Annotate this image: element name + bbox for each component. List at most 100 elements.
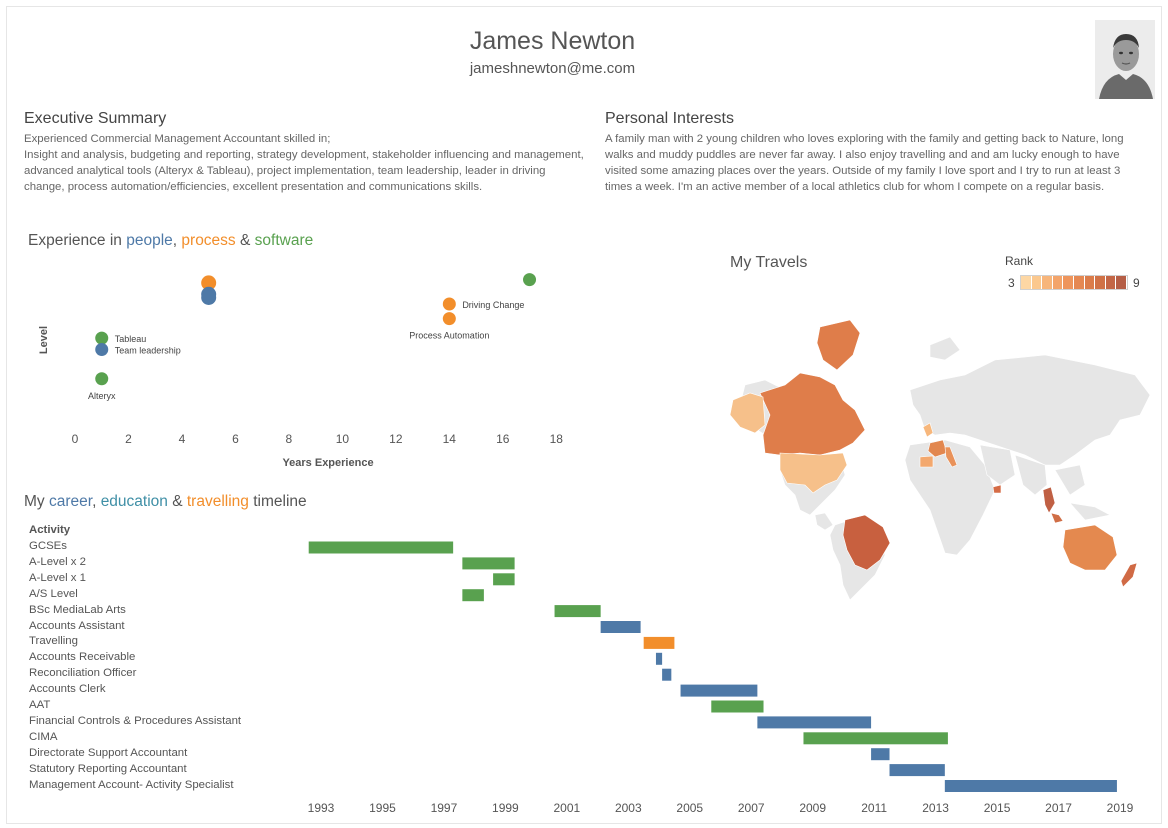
region-brazil bbox=[842, 514, 891, 571]
region-greenland bbox=[816, 319, 861, 371]
timeline-bar bbox=[643, 636, 675, 649]
region-new-zealand bbox=[1120, 562, 1138, 588]
point-label: Team leadership bbox=[115, 346, 181, 356]
timeline-activity-label: Directorate Support Accountant bbox=[29, 746, 188, 759]
scatter-point bbox=[523, 273, 537, 287]
title-part: , bbox=[172, 232, 182, 249]
timeline-year-tick: 2017 bbox=[1045, 801, 1072, 815]
dashboard-frame bbox=[6, 6, 1162, 824]
title-part: , bbox=[92, 493, 101, 510]
timeline-year-tick: 1999 bbox=[492, 801, 519, 815]
timeline-year-tick: 1995 bbox=[369, 801, 396, 815]
timeline-activity-label: Statutory Reporting Accountant bbox=[29, 762, 187, 775]
timeline-chart-title: My career, education & travelling timeli… bbox=[24, 493, 307, 511]
title-travelling: travelling bbox=[186, 493, 249, 510]
timeline-bar bbox=[554, 605, 601, 618]
visited-regions bbox=[729, 319, 1138, 588]
title-software: software bbox=[254, 232, 314, 249]
timeline-activity-label: Accounts Receivable bbox=[29, 651, 136, 664]
timeline-bar bbox=[493, 573, 515, 586]
title-part: Experience in bbox=[28, 232, 127, 249]
point-label: Process Automation bbox=[409, 331, 489, 341]
personal-interests-title: Personal Interests bbox=[605, 110, 734, 127]
timeline-year-tick: 2005 bbox=[676, 801, 704, 815]
title-career: career bbox=[48, 493, 93, 510]
profile-photo bbox=[1095, 20, 1155, 99]
timeline-year-tick: 2001 bbox=[553, 801, 581, 815]
timeline-year-tick: 2015 bbox=[983, 801, 1011, 815]
scatter-point bbox=[95, 372, 109, 386]
region-usa bbox=[779, 452, 848, 494]
timeline-bar bbox=[871, 748, 890, 761]
region-malaysia bbox=[1050, 512, 1064, 524]
timeline-bar bbox=[680, 684, 758, 697]
legend-swatch bbox=[1063, 276, 1074, 289]
title-part: timeline bbox=[248, 493, 307, 510]
region-thailand bbox=[1042, 486, 1056, 514]
region-canada bbox=[759, 372, 866, 456]
profile-name: James Newton bbox=[469, 27, 636, 55]
timeline-bar bbox=[655, 652, 663, 665]
timeline-activity-label: Reconciliation Officer bbox=[29, 667, 137, 680]
timeline-activity-label: BSc MediaLab Arts bbox=[29, 603, 126, 616]
timeline-activity-label: CIMA bbox=[29, 730, 58, 743]
legend-swatch bbox=[1031, 276, 1043, 289]
person-photo-icon bbox=[1095, 20, 1155, 99]
timeline-activity-label: A/S Level bbox=[29, 587, 78, 600]
legend-swatch bbox=[1095, 276, 1106, 289]
timeline-activity-label: Accounts Assistant bbox=[29, 619, 125, 632]
x-tick-label: 14 bbox=[443, 432, 457, 446]
scatter-point bbox=[201, 275, 217, 291]
x-tick-label: 4 bbox=[179, 432, 186, 446]
point-label: Alteryx bbox=[88, 391, 116, 401]
y-axis-label: Level bbox=[38, 326, 50, 354]
timeline-year-tick: 2013 bbox=[922, 801, 949, 815]
timeline-activity-label: Accounts Clerk bbox=[29, 683, 106, 696]
timeline-year-tick: 1993 bbox=[307, 801, 335, 815]
timeline-bar bbox=[757, 716, 872, 729]
title-people: people bbox=[126, 232, 173, 249]
executive-summary-text: Experienced Commercial Management Accoun… bbox=[24, 133, 584, 193]
title-part: & bbox=[235, 232, 255, 249]
timeline-activity-label: GCSEs bbox=[29, 540, 67, 552]
timeline-bar bbox=[889, 764, 945, 777]
legend-swatch bbox=[1084, 276, 1096, 289]
timeline-year-tick: 1997 bbox=[430, 801, 458, 815]
title-education: education bbox=[100, 493, 168, 510]
timeline-year-tick: 2003 bbox=[614, 801, 642, 815]
rank-legend-title: Rank bbox=[1005, 254, 1034, 268]
x-tick-label: 10 bbox=[336, 432, 350, 446]
legend-swatch bbox=[1021, 276, 1032, 289]
title-process: process bbox=[181, 232, 236, 249]
point-label: Driving Change bbox=[462, 300, 524, 310]
personal-interests-text: A family man with 2 young children who l… bbox=[605, 133, 1124, 193]
x-tick-label: 2 bbox=[125, 432, 132, 446]
legend-swatch bbox=[1116, 276, 1127, 289]
timeline-bar bbox=[462, 557, 515, 570]
timeline-year-tick: 2011 bbox=[861, 801, 888, 815]
x-tick-label: 18 bbox=[550, 432, 564, 446]
timeline-year-tick: 2009 bbox=[799, 801, 827, 815]
legend-swatch bbox=[1052, 276, 1064, 289]
title-part: My bbox=[24, 493, 49, 510]
unvisited-regions bbox=[739, 336, 1151, 601]
experience-chart-title: Experience in people, process & software bbox=[28, 232, 313, 250]
x-tick-label: 0 bbox=[72, 432, 79, 446]
region-italy bbox=[944, 446, 958, 468]
region-uk bbox=[922, 422, 934, 438]
region-australia bbox=[1062, 524, 1118, 571]
legend-swatch bbox=[1073, 276, 1085, 289]
timeline-year-tick: 2019 bbox=[1106, 801, 1134, 815]
timeline-activity-label: Financial Controls & Procedures Assistan… bbox=[29, 714, 242, 727]
x-tick-label: 12 bbox=[389, 432, 403, 446]
timeline-bar bbox=[711, 700, 764, 713]
timeline-activity-label: Management Account- Activity Specialist bbox=[29, 778, 234, 791]
x-tick-label: 16 bbox=[496, 432, 510, 446]
timeline-activity-label: Travelling bbox=[29, 635, 78, 648]
timeline-bar bbox=[308, 541, 454, 554]
x-axis-label: Years Experience bbox=[282, 457, 373, 469]
executive-summary-title: Executive Summary bbox=[24, 110, 167, 127]
x-tick-label: 6 bbox=[232, 432, 239, 446]
scatter-point bbox=[442, 312, 456, 326]
timeline-year-tick: 2007 bbox=[737, 801, 765, 815]
